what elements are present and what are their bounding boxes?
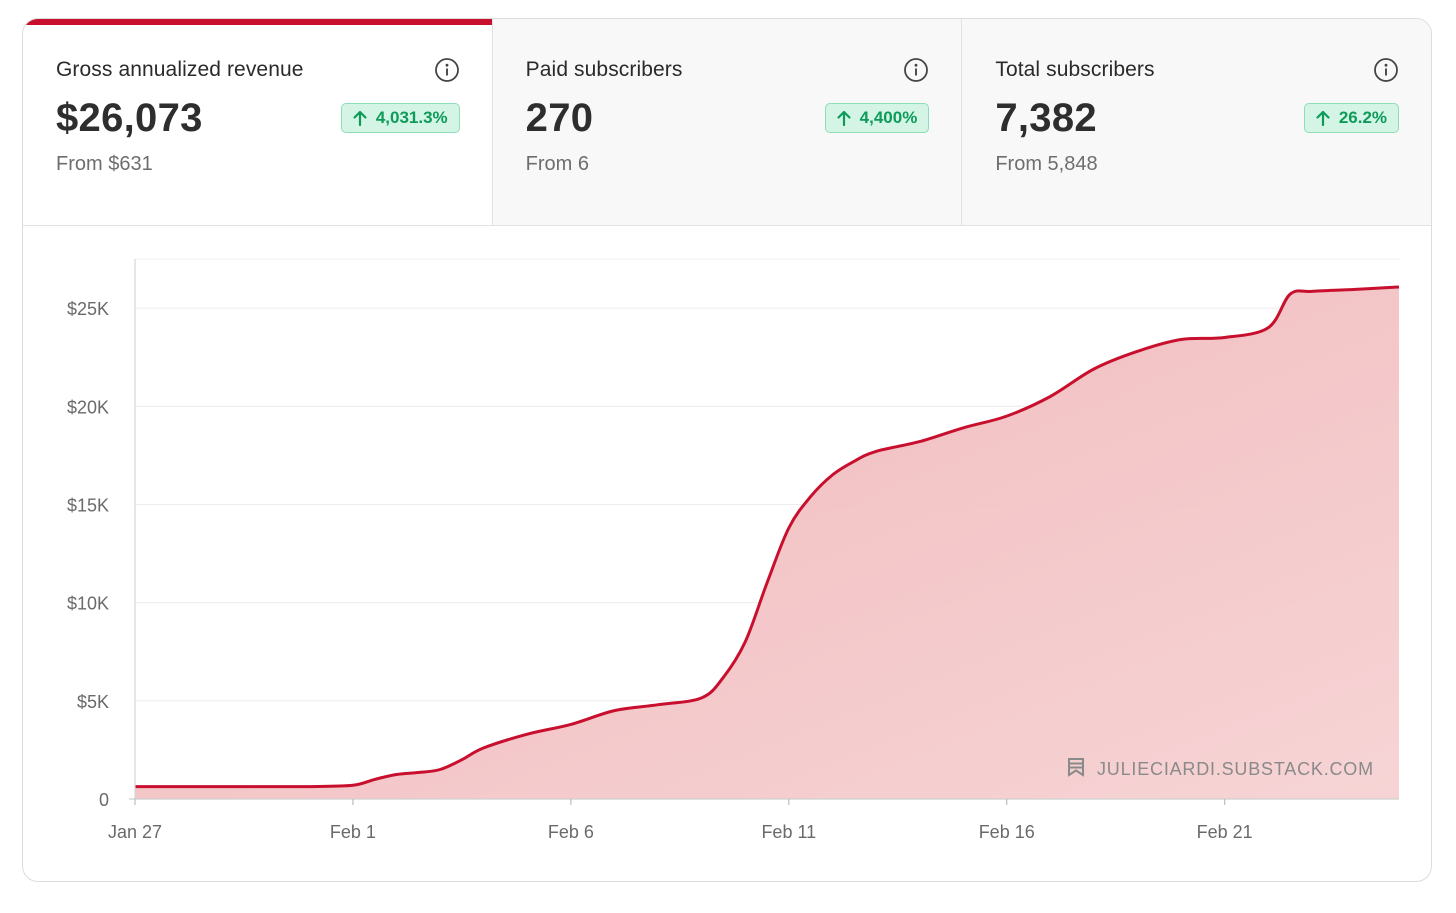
metric-value: 7,382: [995, 95, 1097, 140]
tab-total-subscribers[interactable]: Total subscribers 7,382 26.2% From 5,848: [961, 19, 1431, 225]
x-tick-label: Feb 11: [761, 822, 816, 842]
info-icon[interactable]: [434, 57, 460, 83]
arrow-up-icon: [837, 110, 851, 127]
y-tick-label: $25K: [67, 299, 109, 319]
change-badge: 4,400%: [824, 103, 930, 133]
change-value: 26.2%: [1338, 108, 1388, 127]
y-tick-label: $10K: [67, 594, 109, 614]
tab-gross-annualized-revenue[interactable]: Gross annualized revenue $26,073 4,031.3…: [23, 19, 492, 225]
metric-value: 270: [525, 95, 594, 140]
change-badge: 4,031.3%: [340, 103, 460, 133]
watermark-text: JULIECIARDI.SUBSTACK.COM: [1097, 759, 1374, 779]
x-tick-label: Jan 27: [108, 822, 162, 842]
arrow-up-icon: [1316, 110, 1330, 127]
area-layer: [135, 285, 1400, 799]
x-tick-label: Feb 6: [548, 822, 594, 842]
change-badge: 26.2%: [1303, 103, 1400, 133]
tab-label: Total subscribers: [995, 58, 1155, 81]
tab-paid-subscribers[interactable]: Paid subscribers 270 4,400% From 6: [491, 19, 962, 225]
y-tick-label: $5K: [77, 692, 109, 712]
axes: 0 $5K $10K $15K $20K $25K Jan 27 Feb 1 Feb 6 Feb …: [67, 259, 1399, 842]
change-value: 4,400%: [859, 108, 918, 127]
metric-value: $26,073: [56, 95, 203, 140]
info-icon[interactable]: [1373, 57, 1399, 83]
revenue-line: [135, 285, 1400, 789]
from-value: From 6: [525, 153, 590, 175]
tab-label: Gross annualized revenue: [56, 58, 304, 81]
revenue-area: [135, 287, 1399, 799]
revenue-card: Gross annualized revenue $26,073 4,031.3…: [22, 18, 1432, 882]
bookmark-icon: [1068, 758, 1084, 777]
arrow-up-icon: [353, 110, 367, 127]
revenue-chart: 0 $5K $10K $15K $20K $25K Jan 27 Feb 1 Feb 6 Feb …: [23, 225, 1431, 881]
info-icon[interactable]: [903, 57, 929, 83]
y-tick-label: 0: [99, 790, 109, 810]
y-tick-label: $20K: [67, 397, 109, 417]
from-value: From $631: [56, 153, 153, 175]
y-tick-label: $15K: [67, 495, 109, 515]
chart-svg: 0 $5K $10K $15K $20K $25K Jan 27 Feb 1 Feb 6 Feb …: [67, 258, 1400, 842]
tab-label: Paid subscribers: [525, 58, 683, 81]
x-tick-label: Feb 21: [1197, 822, 1253, 842]
x-tick-label: Feb 16: [979, 822, 1035, 842]
watermark: JULIECIARDI.SUBSTACK.COM: [1068, 758, 1374, 779]
from-value: From 5,848: [995, 153, 1098, 175]
change-value: 4,031.3%: [375, 108, 448, 127]
x-tick-label: Feb 1: [330, 822, 376, 842]
metric-tabs: Gross annualized revenue $26,073 4,031.3…: [23, 19, 1431, 226]
